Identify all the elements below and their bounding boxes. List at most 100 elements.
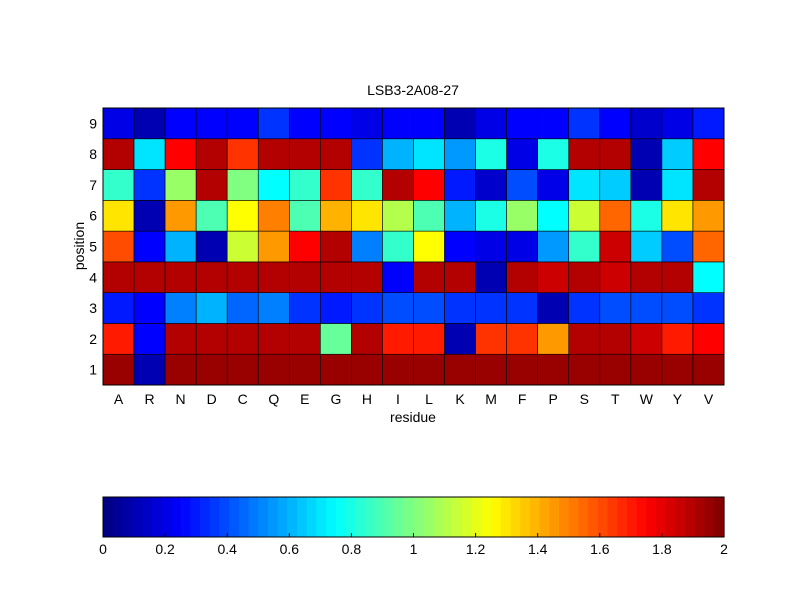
heatmap-cell-F-2 xyxy=(506,323,538,355)
heatmap-cell-G-6 xyxy=(320,200,352,232)
colorbar-step xyxy=(491,497,502,537)
heatmap-cell-R-5 xyxy=(133,230,166,263)
colorbar-step xyxy=(617,497,628,537)
heatmap-cell-H-9 xyxy=(351,107,383,140)
heatmap-cell-Y-7 xyxy=(661,169,694,201)
heatmap-cell-W-6 xyxy=(630,200,663,232)
colorbar-step xyxy=(335,497,347,537)
colorbar-tick-label: 2 xyxy=(720,541,728,557)
heatmap-cell-L-1 xyxy=(413,353,445,386)
x-tick-label-M: M xyxy=(485,391,497,407)
colorbar-step xyxy=(588,497,599,537)
heatmap-cell-V-4 xyxy=(692,261,725,293)
heatmap-cell-C-1 xyxy=(226,353,259,386)
heatmap-cell-T-6 xyxy=(599,200,632,232)
heatmap-cell-Y-4 xyxy=(661,261,694,293)
heatmap-cell-G-4 xyxy=(320,261,352,293)
y-tick-labels: 1 2 3 4 5 6 7 8 9 xyxy=(89,115,97,377)
heatmap-cell-I-1 xyxy=(382,353,414,386)
colorbar-tick-label: 1.6 xyxy=(590,541,610,557)
heatmap-cell-R-8 xyxy=(133,138,166,170)
colorbar-step xyxy=(413,497,424,537)
colorbar-step xyxy=(267,497,279,537)
heatmap-cell-P-2 xyxy=(537,323,570,355)
colorbar-step xyxy=(326,497,337,537)
heatmap-cell-H-5 xyxy=(351,230,383,263)
x-tick-label-L: L xyxy=(425,391,433,407)
heatmap-cell-C-5 xyxy=(226,230,259,263)
heatmap-cell-G-2 xyxy=(320,323,352,355)
colorbar-step xyxy=(122,497,133,537)
x-tick-label-Y: Y xyxy=(673,391,683,407)
heatmap-cell-A-9 xyxy=(102,107,135,140)
heatmap-cell-F-4 xyxy=(506,261,538,293)
x-tick-label-W: W xyxy=(640,391,654,407)
heatmap-cell-T-8 xyxy=(599,138,632,170)
heatmap-cell-K-3 xyxy=(444,292,476,324)
heatmap-cell-G-7 xyxy=(320,169,352,201)
heatmap-cell-I-3 xyxy=(382,292,414,324)
colorbar-step xyxy=(355,497,366,537)
heatmap-cell-R-6 xyxy=(133,200,166,232)
heatmap-cell-H-2 xyxy=(351,323,383,355)
heatmap-cell-D-3 xyxy=(195,292,228,324)
colorbar-step xyxy=(636,497,647,537)
heatmap-cell-I-2 xyxy=(382,323,414,355)
colorbar-step xyxy=(442,497,453,537)
colorbar-step xyxy=(219,497,230,537)
colorbar-tick-label: 0.6 xyxy=(280,541,300,557)
heatmap-cell-F-7 xyxy=(506,169,538,201)
x-tick-label-E: E xyxy=(300,391,309,407)
colorbar-step xyxy=(607,497,618,537)
heatmap-cell-P-9 xyxy=(537,107,570,140)
heatmap-cell-C-8 xyxy=(226,138,259,170)
y-tick-label-2: 2 xyxy=(89,331,97,347)
colorbar-step xyxy=(297,497,308,537)
heatmap-cell-S-6 xyxy=(568,200,601,232)
colorbar-step xyxy=(656,497,667,537)
heatmap-cell-T-4 xyxy=(599,261,632,293)
heatmap-cell-F-5 xyxy=(506,230,538,263)
heatmap-cell-T-3 xyxy=(599,292,632,324)
colorbar-step xyxy=(462,497,473,537)
colorbar-step xyxy=(394,497,405,537)
heatmap-cell-L-9 xyxy=(413,107,445,140)
colorbar-tick-label: 1.8 xyxy=(652,541,672,557)
colorbar-step xyxy=(432,497,444,537)
colorbar-step xyxy=(384,497,395,537)
heatmap-cell-W-7 xyxy=(630,169,663,201)
x-tick-label-D: D xyxy=(207,391,217,407)
heatmap-cell-P-7 xyxy=(537,169,570,201)
y-tick-label-3: 3 xyxy=(89,300,97,316)
heatmap-cell-N-9 xyxy=(164,107,197,140)
heatmap-cell-K-9 xyxy=(444,107,476,140)
colorbar-tick-label: 1.2 xyxy=(466,541,486,557)
heatmap-cell-Q-1 xyxy=(257,353,290,386)
heatmap-cell-W-2 xyxy=(630,323,663,355)
heatmap-cell-T-2 xyxy=(599,323,632,355)
heatmap-cell-Q-9 xyxy=(257,107,290,140)
y-tick-label-1: 1 xyxy=(89,362,97,378)
heatmap-cell-H-4 xyxy=(351,261,383,293)
colorbar-step xyxy=(258,497,269,537)
heatmap-cell-E-4 xyxy=(288,261,321,293)
heatmap-cell-S-5 xyxy=(568,230,601,263)
x-tick-label-V: V xyxy=(704,391,714,407)
colorbar-step xyxy=(364,497,376,537)
heatmap-cell-E-9 xyxy=(288,107,321,140)
heatmap-cell-E-8 xyxy=(288,138,321,170)
x-axis-label: residue xyxy=(390,409,436,425)
heatmap-cell-C-3 xyxy=(226,292,259,324)
colorbar-step xyxy=(103,497,114,537)
heatmap-cell-A-5 xyxy=(102,230,135,263)
x-tick-label-Q: Q xyxy=(268,391,279,407)
heatmap-cell-D-8 xyxy=(195,138,228,170)
heatmap-cell-M-1 xyxy=(475,353,507,386)
colorbar-step xyxy=(190,497,201,537)
heatmap-cell-V-8 xyxy=(692,138,725,170)
heatmap-cell-L-3 xyxy=(413,292,445,324)
x-tick-label-H: H xyxy=(362,391,372,407)
heatmap-cell-T-7 xyxy=(599,169,632,201)
heatmap-cell-D-7 xyxy=(195,169,228,201)
colorbar-step xyxy=(714,497,725,537)
